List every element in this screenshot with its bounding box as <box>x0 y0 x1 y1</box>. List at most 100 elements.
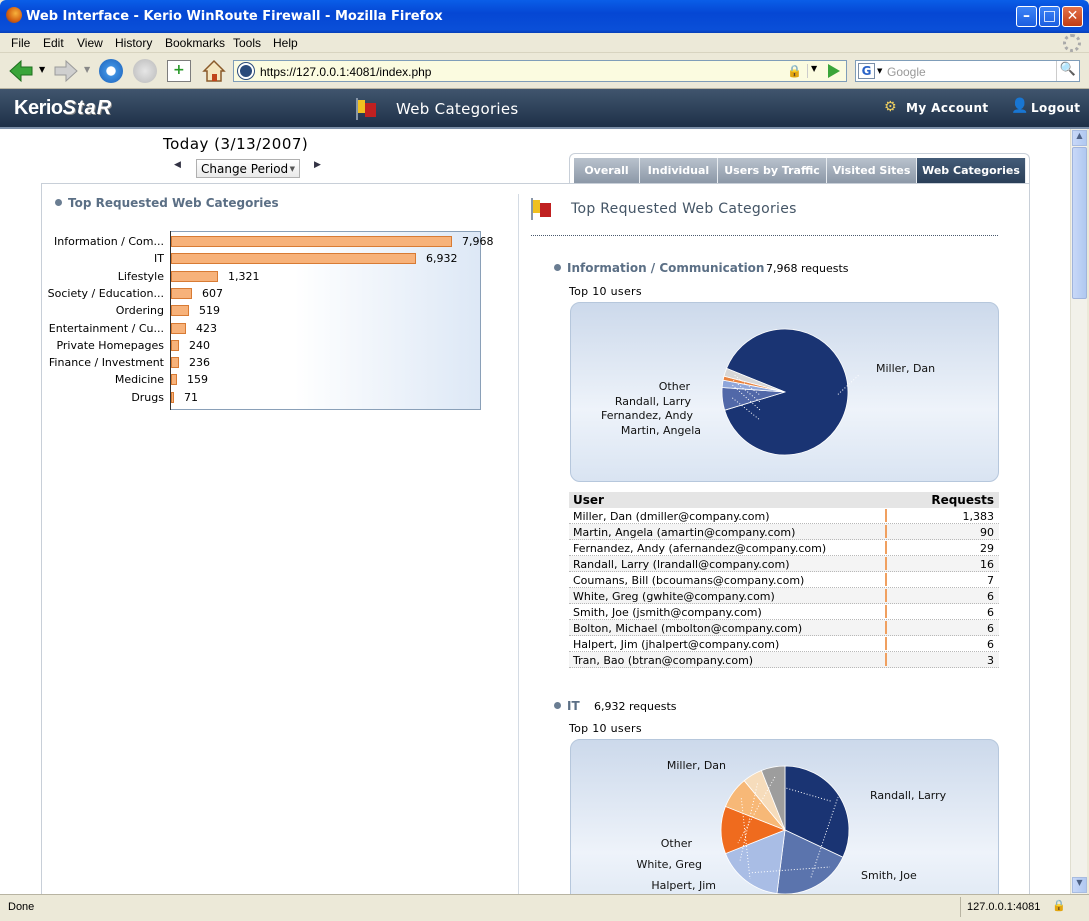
panel-divider <box>518 194 519 894</box>
menu-edit[interactable]: Edit <box>43 36 64 50</box>
pie-leader-line <box>754 778 831 802</box>
tab-users-by-traffic[interactable]: Users by Traffic <box>718 158 827 183</box>
status-divider <box>960 897 961 917</box>
pie-label: Randall, Larry <box>615 395 692 408</box>
pie-slice <box>723 367 786 393</box>
column-separator <box>885 557 887 570</box>
menu-help[interactable]: Help <box>273 36 298 50</box>
next-period-icon[interactable]: ▶ <box>314 160 321 170</box>
logout-icon: 👤 <box>1011 98 1029 114</box>
bar-chart-axis <box>170 231 171 410</box>
bar-category-label: Lifestyle <box>117 270 164 283</box>
new-tab-icon[interactable]: + <box>167 60 191 82</box>
bar-value-label: 6,932 <box>426 252 458 265</box>
bar-value-label: 519 <box>199 304 220 317</box>
tab-overall[interactable]: Overall <box>574 158 640 183</box>
search-input[interactable]: Google <box>887 65 926 79</box>
user-cell: White, Greg (gwhite@company.com) <box>573 590 775 603</box>
user-cell: Tran, Bao (btran@company.com) <box>573 654 754 667</box>
home-icon[interactable] <box>201 58 227 84</box>
requests-cell: 6 <box>987 622 994 635</box>
forward-dropdown-icon[interactable]: ▼ <box>84 65 91 74</box>
chevron-down-icon: ▼ <box>289 165 295 173</box>
address-bar[interactable]: https://127.0.0.1:4081/index.php 🔒 ▼ <box>233 60 847 82</box>
app-header: KerioStaR Web Categories ⚙ My Account 👤 … <box>0 89 1089 129</box>
pie-label: White, Greg <box>636 858 702 871</box>
bar <box>171 340 179 351</box>
requests-cell: 16 <box>980 558 994 571</box>
scroll-thumb[interactable] <box>1072 147 1087 299</box>
stop-icon[interactable] <box>133 59 157 83</box>
scroll-down-button[interactable]: ▼ <box>1072 877 1087 893</box>
web-categories-icon <box>354 98 378 120</box>
requests-cell: 6 <box>987 638 994 651</box>
search-bar[interactable]: G ▼ Google 🔍 <box>855 60 1080 82</box>
menu-view[interactable]: View <box>77 36 103 50</box>
bullet-icon <box>554 702 561 709</box>
scroll-up-button[interactable]: ▲ <box>1072 130 1087 146</box>
bar <box>171 236 452 247</box>
minimize-button[interactable]: – <box>1016 6 1037 27</box>
table-row: Martin, Angela (amartin@company.com) 90 <box>569 524 999 540</box>
status-text: Done <box>8 901 35 913</box>
table-row: Tran, Bao (btran@company.com) 3 <box>569 652 999 668</box>
pie2-caption: Top 10 users <box>569 722 642 735</box>
table-row: Coumans, Bill (bcoumans@company.com) 7 <box>569 572 999 588</box>
bar <box>171 253 416 264</box>
window-title: Web Interface - Kerio WinRoute Firewall … <box>26 9 443 24</box>
pie-leader-line <box>737 776 776 844</box>
table-row: Bolton, Michael (mbolton@company.com) 6 <box>569 620 999 636</box>
menu-tools[interactable]: Tools <box>233 36 262 50</box>
pie-label: Miller, Dan <box>876 362 935 375</box>
window-title-bar[interactable]: Web Interface - Kerio WinRoute Firewall … <box>0 0 1089 33</box>
url-text: https://127.0.0.1:4081/index.php <box>260 65 432 79</box>
pie-slice <box>760 765 786 831</box>
bar-category-label: IT <box>154 252 164 265</box>
bar-value-label: 1,321 <box>228 270 260 283</box>
user-cell: Bolton, Michael (mbolton@company.com) <box>573 622 803 635</box>
search-go-icon[interactable]: 🔍 <box>1056 61 1079 81</box>
close-window-button[interactable]: ✕ <box>1062 6 1083 27</box>
navigation-toolbar: ▼ ▼ + https://127.0.0.1:4081/index.php 🔒… <box>0 53 1089 89</box>
search-engine-dropdown-icon[interactable]: ▼ <box>877 67 883 75</box>
pie-leader-line <box>751 866 831 874</box>
my-account-link[interactable]: My Account <box>906 101 989 115</box>
menu-history[interactable]: History <box>115 36 153 50</box>
reload-icon[interactable] <box>99 59 123 83</box>
bar-value-label: 71 <box>184 391 198 404</box>
bar-category-label: Medicine <box>114 373 164 386</box>
menu-bookmarks[interactable]: Bookmarks <box>165 36 226 50</box>
bar <box>171 323 186 334</box>
column-separator <box>885 589 887 602</box>
table-row: Halpert, Jim (jhalpert@company.com) 6 <box>569 636 999 652</box>
maximize-button[interactable]: □ <box>1039 6 1060 27</box>
tab-visited-sites[interactable]: Visited Sites <box>827 158 917 183</box>
site-identity-icon[interactable] <box>238 63 254 79</box>
vertical-scrollbar[interactable]: ▲ ▼ <box>1070 129 1087 894</box>
search-engine-icon[interactable]: G <box>858 63 875 79</box>
bar-value-label: 236 <box>189 356 210 369</box>
back-dropdown-icon[interactable]: ▼ <box>39 65 46 74</box>
url-dropdown-icon[interactable]: ▼ <box>807 64 821 78</box>
previous-period-icon[interactable]: ◀ <box>174 160 181 170</box>
tab-web-categories[interactable]: Web Categories <box>917 158 1026 183</box>
status-host: 127.0.0.1:4081 <box>967 901 1041 913</box>
pie-slice <box>724 328 849 456</box>
column-separator <box>885 605 887 618</box>
user-cell: Smith, Joe (jsmith@company.com) <box>573 606 762 619</box>
go-icon[interactable] <box>824 62 842 80</box>
bar-value-label: 7,968 <box>462 235 494 248</box>
change-period-dropdown[interactable]: Change Period ▼ <box>196 159 300 178</box>
pie-label: Smith, Joe <box>861 869 917 882</box>
bar-category-label: Entertainment / Cu... <box>48 322 164 335</box>
throbber-icon <box>1063 34 1081 52</box>
forward-icon[interactable] <box>53 59 79 83</box>
menu-file[interactable]: File <box>11 36 31 50</box>
bar-value-label: 159 <box>187 373 208 386</box>
user-cell: Martin, Angela (amartin@company.com) <box>573 526 796 539</box>
kerio-star-logo: KerioStaR <box>14 97 113 119</box>
tab-individual[interactable]: Individual <box>640 158 718 183</box>
bar-category-label: Private Homepages <box>56 339 164 352</box>
back-icon[interactable] <box>8 59 34 83</box>
logout-link[interactable]: Logout <box>1031 101 1081 115</box>
